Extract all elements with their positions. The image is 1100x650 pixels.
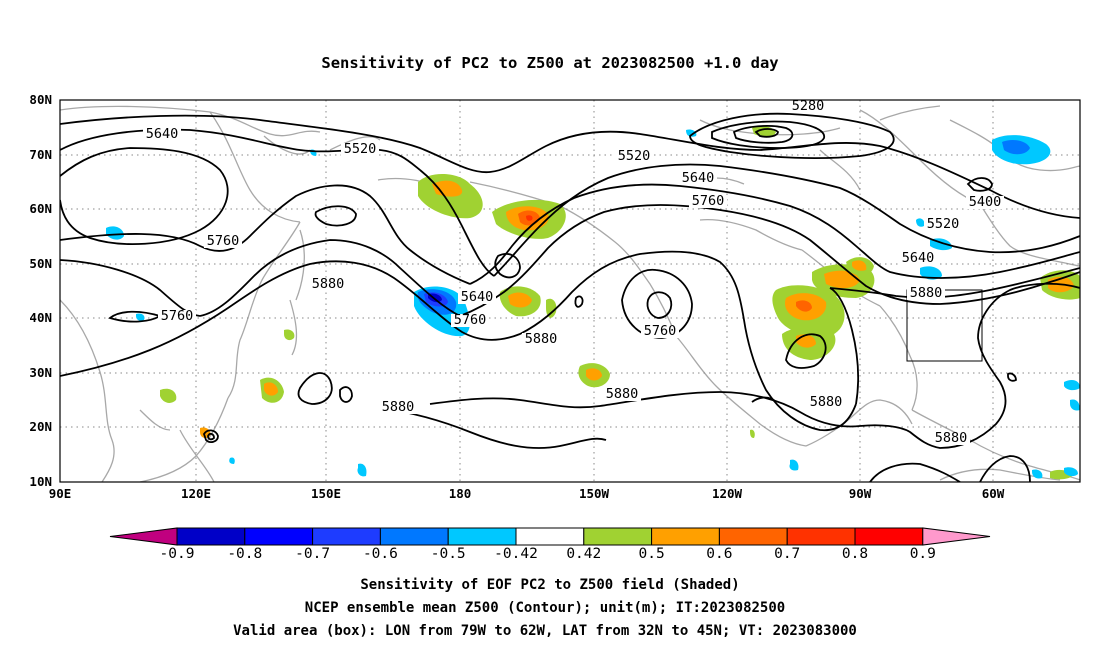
colorbar-label: -0.42 (494, 546, 538, 562)
contour-label-bg (615, 150, 653, 163)
contour-label: 5760 (161, 308, 194, 324)
colorbar-swatch (718, 527, 788, 546)
caption-line-1: Sensitivity of EOF PC2 to Z500 field (Sh… (360, 577, 739, 593)
lat-label: 80N (29, 92, 52, 107)
contour-label: 5280 (792, 98, 825, 114)
lon-label: 60W (982, 486, 1005, 501)
colorbar-label: 0.9 (910, 546, 936, 562)
contour-label-bg (522, 333, 560, 346)
colorbar-swatch (176, 527, 246, 546)
contour-label-bg (204, 235, 242, 248)
contour-label: 5400 (969, 194, 1002, 210)
contour-label: 5880 (525, 331, 558, 347)
contour-label: 5760 (454, 312, 487, 328)
caption-line-2: NCEP ensemble mean Z500 (Contour); unit(… (305, 600, 785, 616)
contour-label-bg (907, 287, 945, 300)
latitude-labels: 80N 70N 60N 50N 40N 30N 20N 10N (29, 92, 52, 489)
longitude-labels: 90E 120E 150E 180 150W 120W 90W 60W (49, 486, 1005, 501)
contour-label: 5520 (344, 141, 377, 157)
figure-title: Sensitivity of PC2 to Z500 at 2023082500… (321, 54, 778, 72)
contour-label: 5760 (207, 233, 240, 249)
lon-label: 150E (311, 486, 341, 501)
contour-label-bg (458, 291, 496, 304)
lon-label: 90E (49, 486, 72, 501)
colorbar-swatch (583, 527, 653, 546)
colorbar-labels: -0.9 -0.8 -0.7 -0.6 -0.5 -0.42 0.42 0.5 0.6 0.7 0.… (160, 546, 936, 562)
contour-label: 5640 (682, 170, 715, 186)
lon-label: 120W (712, 486, 743, 501)
contour-label-bg (341, 143, 379, 156)
map-panel: 5280 5400 5520 5520 5520 5640 5640 5640 5640 5760… (29, 92, 1081, 501)
lat-label: 20N (29, 419, 52, 434)
colorbar-swatch (244, 527, 314, 546)
colorbar-high-triangle (922, 527, 991, 546)
contour-label-bg (158, 310, 196, 323)
lat-label: 40N (29, 310, 52, 325)
caption-line-3: Valid area (box): LON from 79W to 62W, L… (233, 623, 857, 639)
colorbar-label: -0.9 (160, 546, 195, 562)
contour-label: 5520 (618, 148, 651, 164)
contour-label: 5640 (902, 250, 935, 266)
map-frame (59, 99, 1081, 483)
contour-label: 5880 (935, 430, 968, 446)
colorbar-swatch (515, 527, 585, 546)
lat-label: 60N (29, 201, 52, 216)
contour-label: 5880 (382, 399, 415, 415)
contour-label-bg (451, 314, 489, 327)
colorbar-swatch (854, 527, 924, 546)
colorbar-low-triangle (109, 527, 178, 546)
contour-label-bg (641, 325, 679, 338)
colorbar-swatch (447, 527, 517, 546)
colorbar-label: -0.6 (363, 546, 398, 562)
lon-label: 90W (849, 486, 872, 501)
contour-label-bg (689, 195, 727, 208)
sensitivity-shading (106, 125, 1080, 480)
colorbar-swatch (312, 527, 381, 546)
contour-label: 5880 (606, 386, 639, 402)
colorbar-label: 0.8 (842, 546, 868, 562)
figure-caption: Sensitivity of EOF PC2 to Z500 field (Sh… (233, 577, 857, 639)
contour-label-bg (924, 218, 962, 231)
colorbar-swatch (651, 527, 720, 546)
contour-label-bg (966, 196, 1004, 209)
contour-label: 5760 (692, 193, 725, 209)
colorbar-label: -0.7 (295, 546, 330, 562)
lon-label: 180 (449, 486, 472, 501)
positive-sensitivity-area (160, 125, 1080, 480)
contour-labels: 5280 5400 5520 5520 5520 5640 5640 5640 5640 5760… (143, 98, 1004, 446)
contour-label-bg (789, 100, 827, 113)
colorbar-swatch (379, 527, 449, 546)
contour-label-bg (379, 401, 417, 414)
colorbar-label: 0.42 (566, 546, 601, 562)
colorbar: -0.9 -0.8 -0.7 -0.6 -0.5 -0.42 0.42 0.5 0.6 0.7 0.… (109, 527, 991, 562)
colorbar-label: 0.7 (774, 546, 800, 562)
contour-label: 5880 (810, 394, 843, 410)
lat-label: 10N (29, 474, 52, 489)
colorbar-swatches (109, 527, 991, 546)
lat-label: 30N (29, 365, 52, 380)
contour-label: 5880 (312, 276, 345, 292)
contour-label: 5640 (461, 289, 494, 305)
contour-label: 5520 (927, 216, 960, 232)
colorbar-label: 0.5 (638, 546, 664, 562)
contour-label-bg (143, 128, 181, 141)
lat-label: 70N (29, 147, 52, 162)
colorbar-label: -0.5 (431, 546, 466, 562)
contour-label-bg (679, 172, 717, 185)
lon-label: 150W (579, 486, 610, 501)
colorbar-label: -0.8 (227, 546, 262, 562)
lat-label: 50N (29, 256, 52, 271)
colorbar-swatch (786, 527, 856, 546)
contour-label-bg (899, 252, 937, 265)
contour-label-bg (932, 432, 970, 445)
contour-label-bg (807, 396, 845, 409)
lon-label: 120E (181, 486, 211, 501)
contour-label: 5640 (146, 126, 179, 142)
colorbar-label: 0.6 (706, 546, 732, 562)
contour-label: 5760 (644, 323, 677, 339)
contour-label-bg (603, 388, 641, 401)
contour-label: 5880 (910, 285, 943, 301)
contour-label-bg (309, 278, 347, 291)
